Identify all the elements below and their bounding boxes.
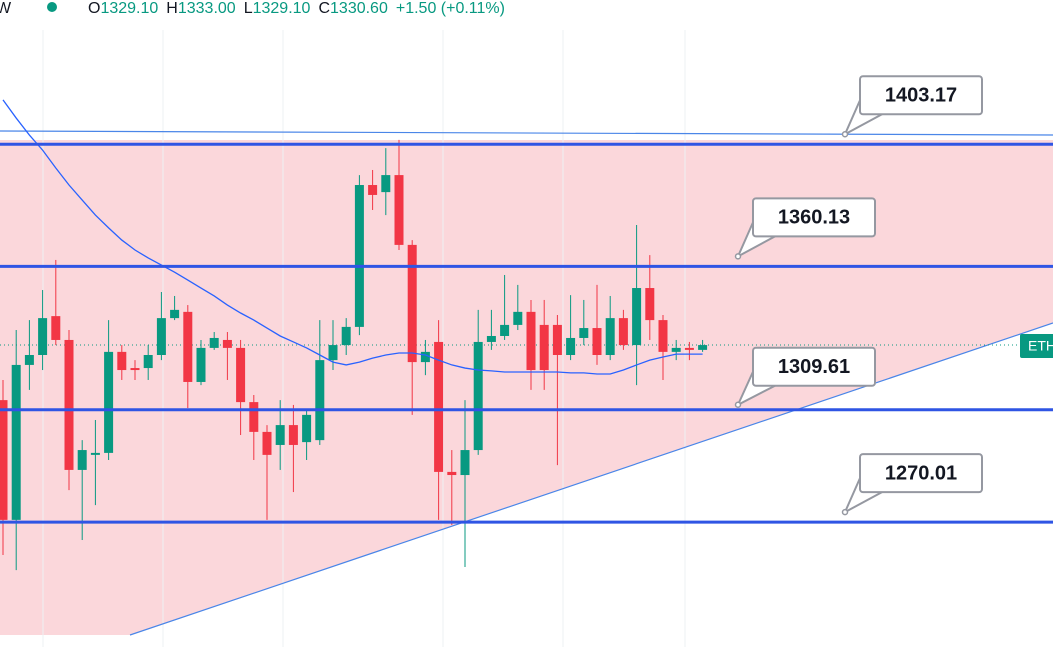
candle-body bbox=[302, 414, 312, 443]
trend-line bbox=[129, 322, 1053, 636]
candle-body bbox=[328, 345, 338, 361]
symbol-label: ETH bbox=[1028, 338, 1053, 354]
candle-body bbox=[117, 351, 127, 371]
candle-body bbox=[592, 328, 602, 355]
candle-body bbox=[447, 471, 457, 476]
ohlc-value: 1329.10 bbox=[100, 0, 158, 17]
levels: 1403.17 1360.13 1309.61 1270.01 bbox=[0, 75, 1053, 524]
ohlc-value: 1330.60 bbox=[330, 0, 388, 17]
candle-body bbox=[170, 309, 180, 319]
candle-body bbox=[262, 431, 272, 455]
candle-body bbox=[183, 311, 193, 382]
candle-body bbox=[434, 341, 444, 472]
candle-body bbox=[500, 324, 510, 336]
callout-anchor bbox=[734, 401, 742, 408]
candle-body bbox=[566, 337, 576, 355]
candle-body bbox=[11, 364, 21, 520]
candle-body bbox=[407, 244, 417, 363]
candle-body bbox=[196, 347, 206, 382]
candle-body bbox=[381, 175, 391, 193]
candle-body bbox=[64, 339, 74, 470]
trend-line bbox=[0, 130, 1053, 136]
candle-body bbox=[249, 402, 259, 432]
header: W O 1329.10 H 1333.00 L 1329.10 C 1330.60 +1.50 … bbox=[0, 0, 505, 17]
candle-body bbox=[579, 328, 589, 338]
symbol-badge bbox=[1020, 334, 1053, 358]
interval: W bbox=[0, 0, 12, 17]
candle-body bbox=[90, 452, 100, 455]
ohlc-key: H bbox=[166, 0, 178, 17]
callout-box bbox=[752, 197, 876, 238]
candle-body bbox=[394, 175, 404, 245]
status-dot bbox=[47, 2, 57, 12]
candle-body bbox=[143, 354, 153, 369]
candle-body bbox=[684, 347, 694, 350]
level-label: 1360.13 bbox=[778, 207, 850, 229]
candle-body bbox=[156, 318, 166, 355]
candle-body bbox=[315, 360, 325, 441]
callout-box bbox=[752, 346, 876, 387]
candle-body bbox=[632, 288, 642, 346]
zone-fill bbox=[0, 140, 1053, 635]
candle-body bbox=[288, 425, 298, 445]
candle-body bbox=[368, 185, 378, 195]
callout-box bbox=[859, 75, 983, 116]
candle-body bbox=[0, 400, 8, 520]
ohlc-key: L bbox=[244, 0, 253, 17]
ohlc-key: C bbox=[318, 0, 330, 17]
candle-body bbox=[24, 354, 34, 365]
candle-body bbox=[38, 318, 48, 355]
candle-body bbox=[526, 311, 536, 371]
callout-anchor bbox=[841, 130, 849, 138]
candle-body bbox=[486, 335, 496, 342]
marks bbox=[0, 99, 708, 571]
candle-body bbox=[671, 347, 681, 352]
candle-body bbox=[539, 324, 549, 371]
callout-anchor bbox=[734, 253, 742, 260]
candle-body bbox=[552, 324, 562, 355]
candle-body bbox=[104, 351, 114, 453]
candle-body bbox=[275, 425, 285, 445]
candle-body bbox=[77, 450, 87, 470]
candle-body bbox=[354, 185, 364, 327]
candle-body bbox=[51, 316, 61, 340]
level-label: 1309.61 bbox=[778, 356, 850, 378]
change: +1.50 (+0.11%) bbox=[396, 0, 505, 17]
callout-anchor bbox=[841, 508, 849, 516]
candle-body bbox=[645, 288, 655, 321]
candle-body bbox=[473, 341, 483, 451]
ohlc-key: O bbox=[88, 0, 100, 17]
candle-body bbox=[513, 311, 523, 325]
candle-body bbox=[236, 347, 246, 403]
ohlc-value: 1329.10 bbox=[253, 0, 311, 17]
ohlc-value: 1333.00 bbox=[178, 0, 236, 17]
candle-body bbox=[605, 318, 615, 355]
candle-body bbox=[209, 337, 219, 348]
level-label: 1270.01 bbox=[885, 462, 957, 484]
callout-box bbox=[859, 453, 983, 494]
candle-body bbox=[658, 320, 668, 352]
moving-average bbox=[2, 99, 703, 375]
candle-body bbox=[130, 368, 140, 371]
candle-body bbox=[618, 318, 628, 346]
candle-body bbox=[222, 339, 232, 348]
candle-body bbox=[420, 351, 430, 363]
level-label: 1403.17 bbox=[885, 85, 957, 107]
candle-body bbox=[698, 345, 708, 350]
candle-body bbox=[460, 450, 470, 476]
candle-body bbox=[341, 326, 351, 346]
